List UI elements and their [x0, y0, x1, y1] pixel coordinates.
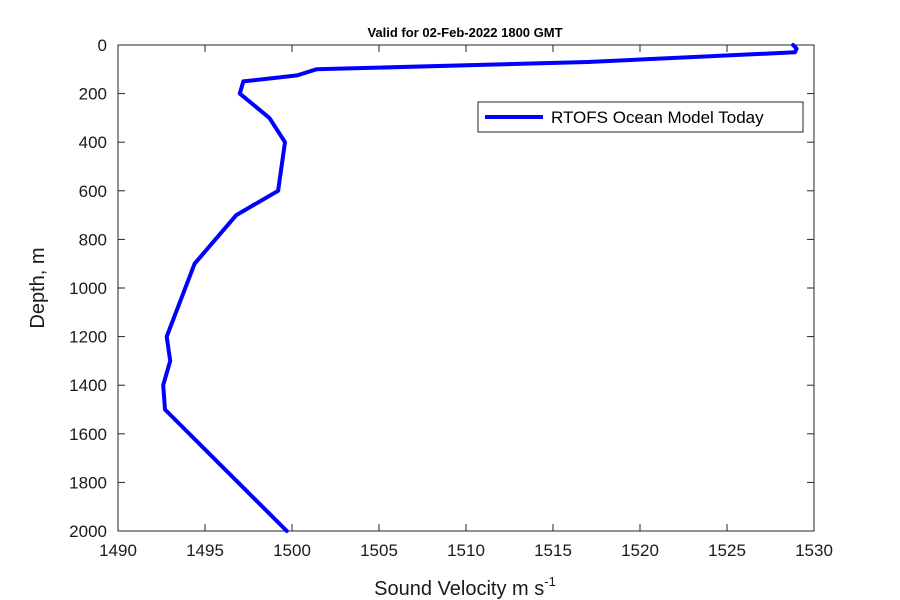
x-tick-label: 1510	[447, 541, 485, 560]
x-tick-label: 1520	[621, 541, 659, 560]
x-axis: 1490 1495 1500 1505 1510 1515 1520 1525 1530	[99, 45, 833, 560]
y-axis-label: Depth, m	[27, 247, 49, 328]
y-tick-label: 1600	[69, 425, 107, 444]
x-tick-label: 1515	[534, 541, 572, 560]
x-tick-label: 1525	[708, 541, 746, 560]
series-line	[161, 43, 799, 533]
x-axis-label-text: Sound Velocity m s	[374, 578, 544, 600]
y-axis: 0 200 400 600 800 1000 1200 1400 1600 1800 2000	[69, 36, 814, 541]
x-tick-label: 1490	[99, 541, 137, 560]
y-tick-label: 0	[98, 36, 107, 55]
y-tick-label: 800	[79, 230, 107, 249]
y-tick-label: 600	[79, 182, 107, 201]
y-tick-label: 1800	[69, 473, 107, 492]
legend: RTOFS Ocean Model Today	[477, 101, 804, 133]
y-tick-label: 1400	[69, 376, 107, 395]
y-tick-label: 1000	[69, 279, 107, 298]
chart-title: Valid for 02-Feb-2022 1800 GMT	[367, 25, 562, 40]
x-tick-label: 1500	[273, 541, 311, 560]
x-tick-label: 1530	[795, 541, 833, 560]
legend-label: RTOFS Ocean Model Today	[551, 108, 764, 127]
y-tick-label: 2000	[69, 522, 107, 541]
x-tick-label: 1495	[186, 541, 224, 560]
x-tick-label: 1505	[360, 541, 398, 560]
y-tick-label: 400	[79, 133, 107, 152]
y-tick-label: 1200	[69, 328, 107, 347]
x-axis-label: Sound Velocity m s-1	[374, 574, 556, 600]
y-tick-label: 200	[79, 85, 107, 104]
x-axis-label-superscript: -1	[544, 574, 556, 589]
series-layer	[161, 43, 799, 533]
